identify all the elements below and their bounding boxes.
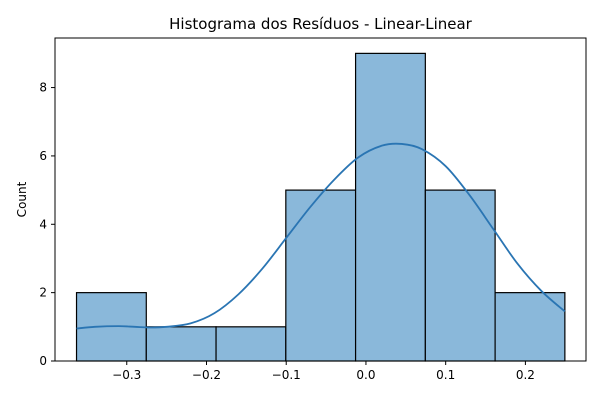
kde-curve-layer xyxy=(76,142,566,330)
histogram-bar xyxy=(285,189,357,362)
y-tick-label: 4 xyxy=(39,217,47,231)
y-axis-ticks: 0 2 4 6 8 xyxy=(39,81,55,368)
histogram-bar xyxy=(354,52,426,362)
histogram-bar xyxy=(145,326,217,362)
plot-frame xyxy=(54,37,587,362)
x-axis-ticks: −0.3 −0.2 −0.1 0.0 0.1 0.2 xyxy=(112,361,535,382)
x-tick-label: −0.2 xyxy=(192,368,221,382)
y-tick-label: 2 xyxy=(39,286,47,300)
y-tick-label: 8 xyxy=(39,81,47,95)
chart-title: Histograma dos Resíduos - Linear-Linear xyxy=(169,15,473,33)
histogram-bar xyxy=(215,326,287,362)
histogram-bars xyxy=(75,52,566,362)
histogram-bar xyxy=(424,189,496,362)
x-tick-label: 0.0 xyxy=(356,368,375,382)
x-tick-label: 0.2 xyxy=(516,368,535,382)
x-tick-label: −0.1 xyxy=(272,368,301,382)
x-tick-label: 0.1 xyxy=(436,368,455,382)
y-tick-label: 0 xyxy=(39,354,47,368)
kde-curve xyxy=(76,142,566,330)
y-axis-label: Count xyxy=(15,181,29,217)
x-tick-label: −0.3 xyxy=(112,368,141,382)
y-tick-label: 6 xyxy=(39,149,47,163)
histogram-bar xyxy=(494,292,566,362)
